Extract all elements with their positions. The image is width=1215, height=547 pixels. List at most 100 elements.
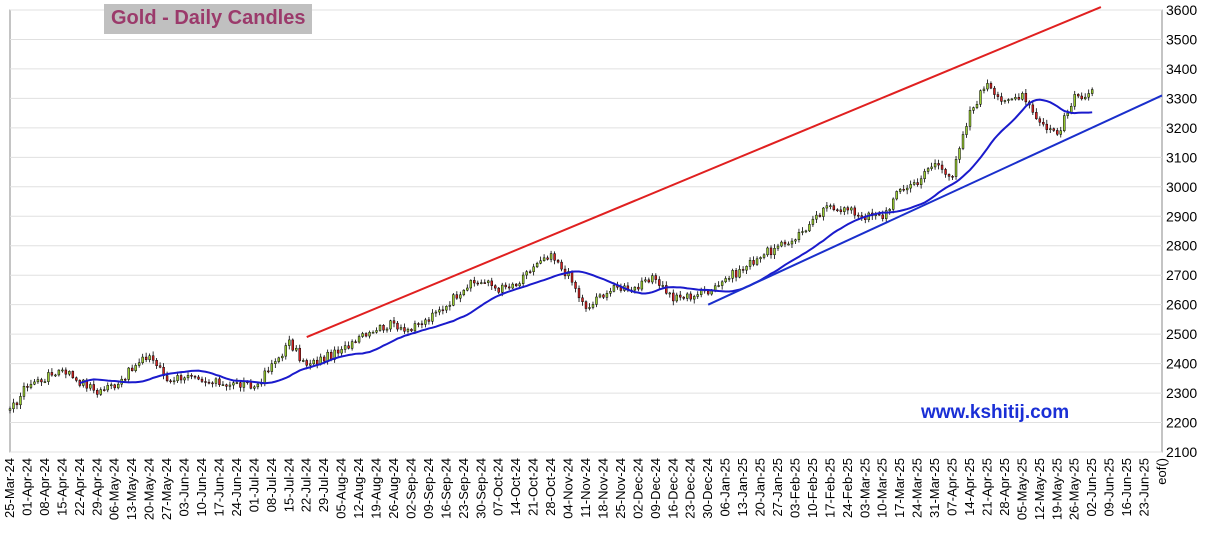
candle-body <box>445 306 448 311</box>
candle-body <box>242 381 246 388</box>
candle-body <box>958 148 961 160</box>
candle-body <box>487 280 490 283</box>
plot-area-border <box>9 9 1163 453</box>
candle-body <box>542 257 546 261</box>
candle-body <box>769 247 773 256</box>
x-tick-label: 07-Apr-25 <box>945 458 960 516</box>
candle-body <box>787 243 790 246</box>
candle-body <box>689 293 692 300</box>
candle-body <box>734 270 738 278</box>
candle-body <box>448 305 452 307</box>
candle-body <box>36 379 40 383</box>
candle-body <box>1083 96 1087 100</box>
x-tick-label: 09-Sep-24 <box>421 458 436 519</box>
candle-body <box>773 248 776 256</box>
candle-body <box>200 378 204 382</box>
candle-body <box>822 207 825 217</box>
candle-body <box>186 374 190 379</box>
x-tick-label: 15-Apr-24 <box>54 458 69 516</box>
candle-body <box>19 396 22 406</box>
candle-body <box>1021 93 1024 100</box>
candle-body <box>762 254 766 258</box>
chart-title: Gold - Daily Candles <box>104 4 313 34</box>
candle-body <box>141 356 144 363</box>
candle-body <box>413 323 417 332</box>
candle-body <box>1063 115 1066 131</box>
x-tick-label: 09-Dec-24 <box>648 458 663 519</box>
candle-body <box>197 376 200 380</box>
candle-body <box>602 294 605 298</box>
candle-body <box>392 320 396 324</box>
x-tick-label: 28-Apr-25 <box>997 458 1012 516</box>
candle-body <box>33 381 36 385</box>
x-tick-label: 03-Feb-25 <box>787 458 802 518</box>
candle-body <box>759 257 762 260</box>
candle-body <box>172 380 176 383</box>
x-tick-label: 31-Mar-25 <box>927 458 942 518</box>
candle-body <box>996 94 1000 97</box>
x-tick-label: 05-Aug-24 <box>334 458 349 519</box>
candle-body <box>797 232 801 240</box>
candle-body <box>836 209 839 212</box>
candle-body <box>1010 98 1014 101</box>
candle-body <box>103 389 106 391</box>
candle-body <box>895 191 898 200</box>
y-tick-label: 2600 <box>1166 297 1197 313</box>
candle-body <box>961 134 965 149</box>
candle-body <box>406 328 410 332</box>
candle-body <box>117 383 120 389</box>
x-tick-label: 29-Jul-24 <box>316 458 331 512</box>
x-tick-label: 24-Feb-25 <box>840 458 855 518</box>
moving-average-line <box>79 98 1093 385</box>
x-tick-label: 14-Oct-24 <box>508 458 523 516</box>
x-tick-label: 02-Jun-25 <box>1084 458 1099 517</box>
candle-body <box>315 359 319 365</box>
candle-body <box>309 363 312 366</box>
candle-body <box>944 169 947 175</box>
candle-body <box>281 355 284 359</box>
candle-body <box>92 384 95 391</box>
candle-body <box>591 304 595 308</box>
candle-body <box>420 323 424 326</box>
candle-body <box>989 83 993 89</box>
candle-body <box>368 332 371 337</box>
candle-body <box>253 386 256 389</box>
candle-body <box>218 378 221 386</box>
candle-body <box>476 282 479 285</box>
x-tick-label: 08-Apr-24 <box>37 458 52 516</box>
candle-body <box>1042 121 1045 125</box>
candle-body <box>382 324 385 331</box>
x-tick-label: 26-May-25 <box>1067 458 1082 520</box>
candle-body <box>148 355 151 360</box>
candle-body <box>993 87 996 95</box>
candle-body <box>483 282 486 284</box>
candle-body <box>720 281 724 286</box>
candle-body <box>923 171 926 180</box>
candle-body <box>647 279 651 283</box>
candle-body <box>595 296 598 305</box>
candle-body <box>598 294 602 298</box>
candle-body <box>937 163 940 166</box>
candle-body <box>1045 123 1049 130</box>
y-tick-label: 2100 <box>1166 444 1197 460</box>
x-tick-label: 14-Apr-25 <box>962 458 977 516</box>
x-tick-label: 18-Nov-24 <box>595 458 610 519</box>
x-tick-label: eof() <box>1154 458 1169 485</box>
candle-body <box>891 198 895 210</box>
candle-body <box>410 328 413 332</box>
candle-body <box>378 324 382 331</box>
candle-body <box>193 375 197 378</box>
candle-body <box>947 174 951 177</box>
candle-body <box>553 253 556 261</box>
candle-body <box>1014 97 1017 100</box>
candle-body <box>801 231 804 233</box>
candle-body <box>130 367 134 371</box>
candle-body <box>270 363 274 372</box>
candle-body <box>110 384 113 387</box>
x-tick-label: 30-Dec-24 <box>700 458 715 519</box>
x-tick-label: 23-Dec-24 <box>683 458 698 519</box>
candle-body <box>811 218 815 225</box>
candle-body <box>1090 89 1094 94</box>
y-tick-label: 3300 <box>1166 90 1197 106</box>
